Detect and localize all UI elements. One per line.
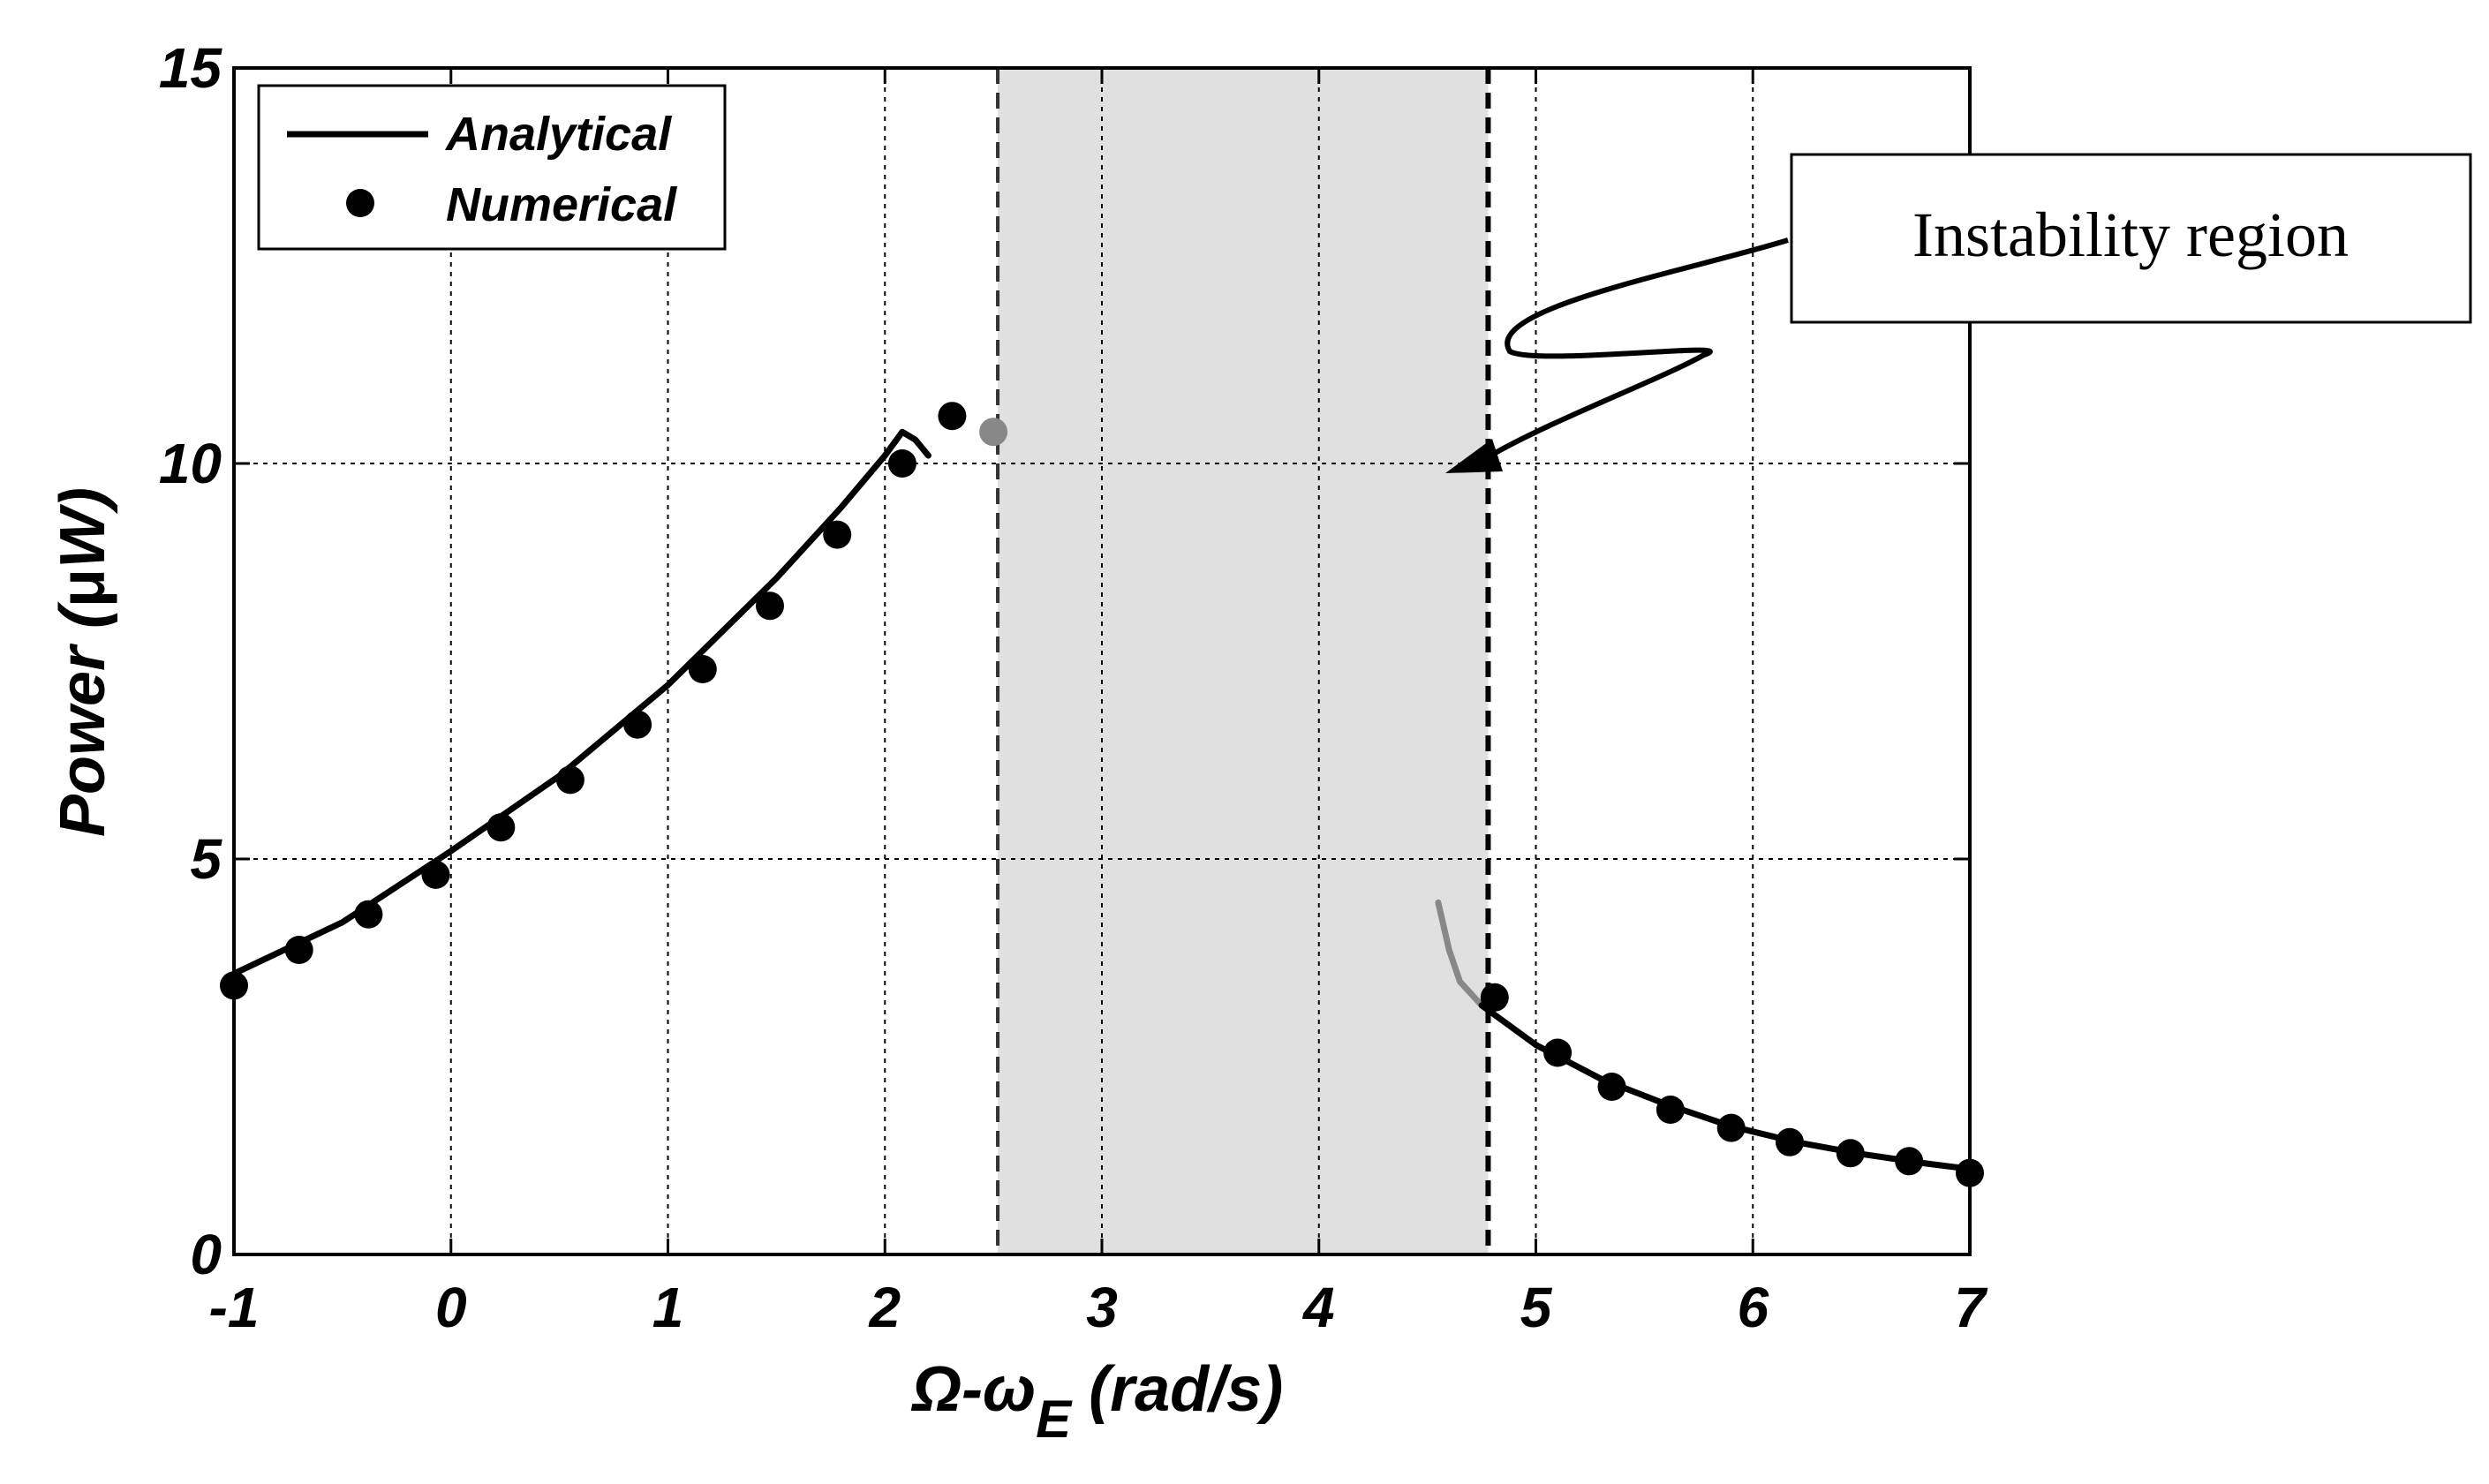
- plot-frame: [232, 66, 1972, 1256]
- y-axis-title-prefix: Power (: [48, 601, 118, 837]
- callout-text: Instability region: [1912, 200, 2349, 270]
- numerical-point: [756, 591, 784, 621]
- numerical-point: [1895, 1147, 1924, 1176]
- y-tick-label: 10: [159, 432, 222, 495]
- x-axis-title-tail: (rad/s): [1071, 1354, 1283, 1425]
- numerical-point: [623, 710, 652, 739]
- callout-arrow-curve: [1490, 237, 1789, 457]
- x-tick-label: 6: [1737, 1276, 1769, 1339]
- x-tick-label: 0: [435, 1276, 467, 1339]
- instability-region-shade: [998, 68, 1489, 1254]
- y-axis-title-suffix: W): [48, 487, 118, 569]
- numerical-point: [938, 402, 967, 431]
- numerical-point: [486, 813, 516, 842]
- analytical-line-segment: [1478, 1002, 1973, 1172]
- legend-numerical-label: Numerical: [446, 178, 677, 231]
- x-tick-label: -1: [209, 1276, 260, 1339]
- numerical-point: [1656, 1096, 1685, 1124]
- y-tick-label: 5: [190, 827, 223, 891]
- numerical-point: [1543, 1038, 1573, 1067]
- legend: Analytical Numerical: [257, 84, 727, 251]
- x-axis-title-main: Ω-ω: [910, 1354, 1036, 1425]
- numerical-point: [1597, 1073, 1626, 1101]
- numerical-point: [688, 655, 717, 683]
- x-axis-title: Ω-ωE (rad/s): [910, 1354, 1283, 1449]
- legend-box: [257, 84, 727, 251]
- numerical-point: [887, 449, 916, 478]
- legend-numerical-swatch: [346, 189, 374, 217]
- numerical-point: [1776, 1127, 1804, 1156]
- y-axis-title-greek: μ: [48, 569, 118, 607]
- numerical-point: [284, 936, 313, 964]
- numerical-point: [979, 418, 1008, 447]
- x-tick-label: 7: [1954, 1276, 1988, 1339]
- numerical-point: [1716, 1113, 1746, 1142]
- numerical-point: [354, 900, 383, 929]
- y-tick-label: 15: [159, 36, 223, 100]
- x-tick-label: 5: [1520, 1276, 1553, 1339]
- y-axis-title: Power (μW): [48, 487, 118, 837]
- x-tick-label: 2: [868, 1276, 901, 1339]
- y-tick-labels: 0 5 10 15: [159, 36, 223, 1286]
- x-axis-title-sub: E: [1036, 1390, 1073, 1449]
- numerical-series: [220, 402, 1984, 1187]
- numerical-point: [1480, 983, 1509, 1012]
- x-tick-labels: -1 0 1 2 3 4 5 6 7: [209, 1276, 1989, 1339]
- legend-analytical-label: Analytical: [444, 108, 672, 161]
- x-tick-label: 4: [1301, 1276, 1335, 1339]
- instability-callout: Instability region: [1445, 153, 2472, 473]
- analytical-line-segment: [1435, 899, 1485, 1009]
- callout-box: [1790, 153, 2472, 324]
- numerical-point: [1836, 1139, 1865, 1168]
- x-tick-label: 3: [1086, 1276, 1118, 1339]
- x-tick-label: 1: [652, 1276, 684, 1339]
- callout-arrow-head: [1445, 439, 1503, 473]
- analytical-line-segment: [230, 428, 931, 977]
- numerical-point: [823, 520, 852, 549]
- numerical-point: [421, 860, 450, 889]
- y-tick-label: 0: [190, 1223, 222, 1286]
- numerical-point: [555, 765, 585, 795]
